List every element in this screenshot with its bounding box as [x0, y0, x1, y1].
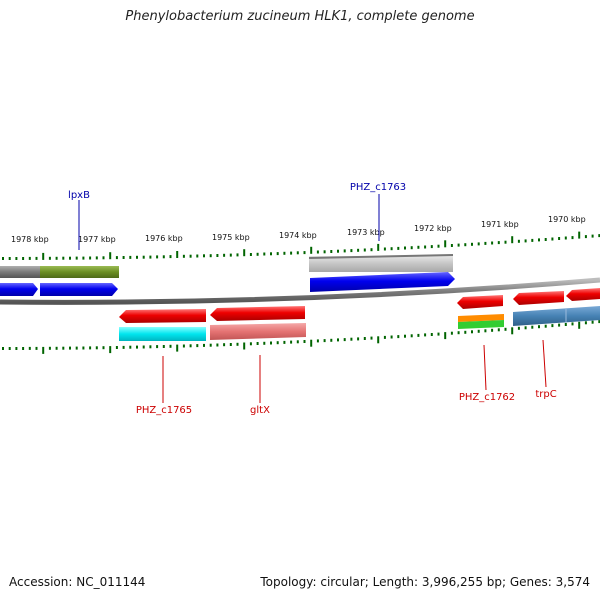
tick-label-1975: 1975 kbp: [212, 233, 250, 242]
gene-arrow-PHZ_c1765[interactable]: [119, 309, 206, 323]
gene-arrow-PHZ_c1762[interactable]: [457, 295, 503, 309]
feature-track-outer: [0, 254, 454, 278]
tick-label-1976: 1976 kbp: [145, 234, 183, 243]
gene-label-PHZ_c1765[interactable]: PHZ_c1765: [136, 405, 192, 416]
tick-label-1970: 1970 kbp: [548, 215, 586, 224]
gene-arrow-gltX[interactable]: [210, 306, 305, 321]
tick-label-1977: 1977 kbp: [78, 235, 116, 244]
reverse-gene-track: [119, 288, 600, 323]
feature-steelblue: [513, 306, 600, 326]
label-connectors: [78, 194, 547, 403]
tick-label-1972: 1972 kbp: [414, 224, 452, 233]
tick-row-top: [2, 231, 600, 260]
gene-arrow-forward[interactable]: [0, 283, 38, 296]
tick-label-1978: 1978 kbp: [11, 235, 49, 244]
gene-label-PHZ_c1762[interactable]: PHZ_c1762: [459, 392, 515, 403]
tick-label-1973: 1973 kbp: [347, 228, 385, 237]
feature-salmon: [210, 323, 306, 340]
gene-label-trpC[interactable]: trpC: [535, 389, 556, 400]
tick-row-bottom: [2, 320, 600, 354]
forward-gene-track: [0, 272, 455, 296]
feature-orange: [458, 314, 504, 322]
gene-arrow-reverse-edge[interactable]: [566, 288, 600, 301]
tick-label-1971: 1971 kbp: [481, 220, 519, 229]
feature-olive: [40, 266, 119, 278]
gene-labels: lpxB PHZ_c1763 PHZ_c1765 gltX PHZ_c1762 …: [68, 182, 557, 416]
tick-label-1974: 1974 kbp: [279, 231, 317, 240]
feature-green: [458, 320, 504, 329]
scale-labels: 1978 kbp 1977 kbp 1976 kbp 1975 kbp 1974…: [11, 215, 586, 244]
gene-arrow-lpxB[interactable]: [40, 283, 118, 296]
gene-arrow-trpC[interactable]: [513, 291, 564, 305]
genome-title: Phenylobacterium zucineum HLK1, complete…: [125, 9, 475, 24]
feature-cyan: [119, 327, 206, 341]
accession-text: Accession: NC_011144: [9, 575, 146, 589]
topology-text: Topology: circular; Length: 3,996,255 bp…: [260, 575, 590, 589]
gene-arrow-PHZ_c1763[interactable]: [310, 272, 455, 292]
gene-label-gltX[interactable]: gltX: [250, 405, 270, 416]
feature-track-inner: [119, 306, 600, 341]
connector-trpC: [542, 339, 547, 388]
feature-lightgray: [309, 256, 453, 272]
feature-gray: [0, 266, 40, 278]
gene-label-lpxB[interactable]: lpxB: [68, 190, 90, 201]
genome-backbone: [0, 277, 600, 305]
gene-label-PHZ_c1763[interactable]: PHZ_c1763: [350, 182, 406, 193]
connector-PHZ_c1762: [483, 344, 487, 391]
